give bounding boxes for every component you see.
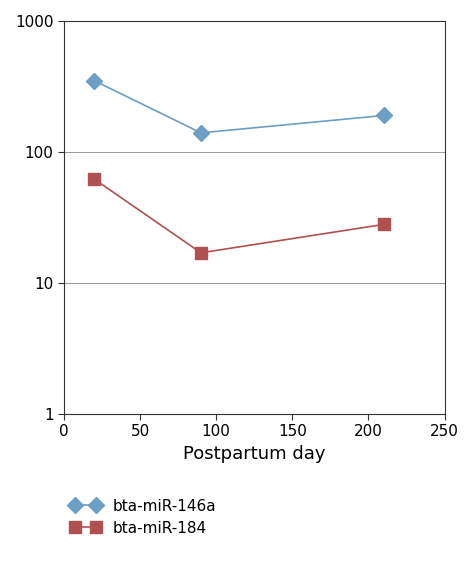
bta-miR-146a xyxy=(381,112,386,119)
Line: bta-miR-146a: bta-miR-146a xyxy=(89,75,389,139)
Line: bta-miR-184: bta-miR-184 xyxy=(89,174,389,258)
bta-miR-184 xyxy=(381,221,386,228)
bta-miR-184 xyxy=(91,176,97,183)
X-axis label: Postpartum day: Postpartum day xyxy=(183,445,326,463)
bta-miR-146a xyxy=(91,77,97,84)
Legend: bta-miR-146a, bta-miR-184: bta-miR-146a, bta-miR-184 xyxy=(64,493,222,543)
bta-miR-146a xyxy=(198,129,204,136)
bta-miR-184 xyxy=(198,250,204,256)
